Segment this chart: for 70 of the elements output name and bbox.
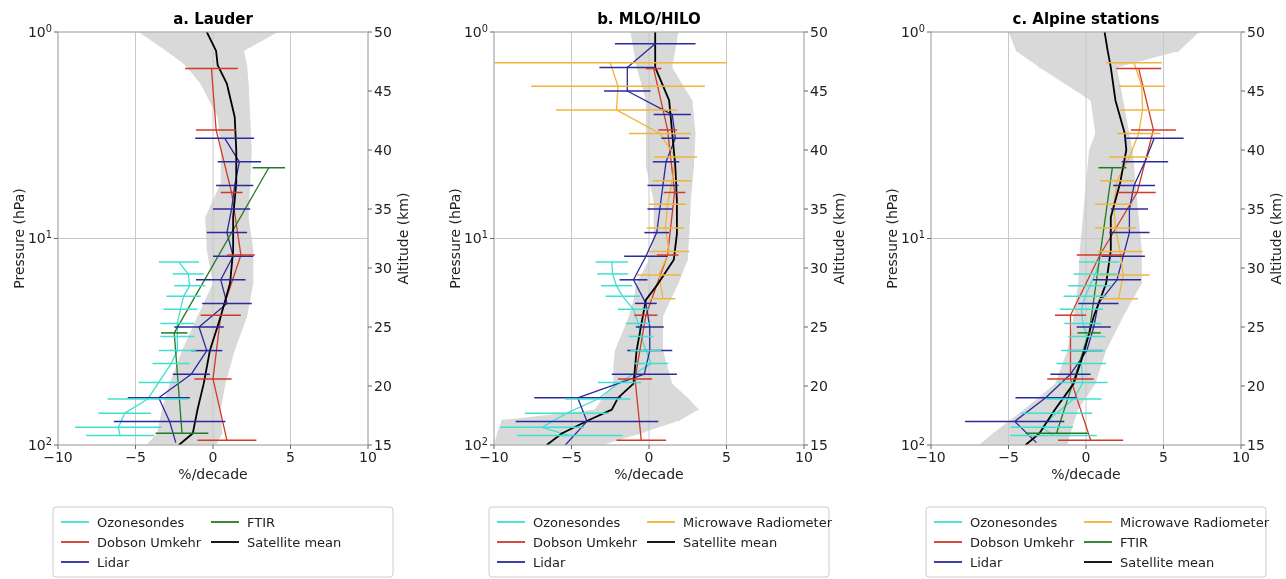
legend-label: Lidar [97, 554, 131, 570]
x-tick-label: 10 [1232, 449, 1250, 465]
legend-label: Dobson Umkehr [970, 534, 1075, 550]
x-axis-title: %/decade [614, 466, 684, 482]
x-tick-label: 0 [208, 449, 218, 465]
y2-tick-label: 40 [810, 141, 828, 158]
y-tick-label: 10$^{1}$ [463, 228, 488, 247]
y2-tick-label: 20 [810, 377, 828, 394]
legend-label: Satellite mean [1120, 554, 1215, 570]
y2-tick-label: 20 [374, 377, 392, 394]
y2-tick-label: 15 [374, 436, 392, 453]
x-tick-label: −5 [998, 449, 1019, 465]
x-tick-label: 0 [1081, 449, 1091, 465]
x-tick-label: 10 [359, 449, 377, 465]
x-axis-title: %/decade [1051, 466, 1121, 482]
y2-tick-label: 20 [1247, 377, 1265, 394]
y2-axis-title: Altitude (km) [1268, 192, 1284, 285]
y2-tick-label: 30 [374, 259, 392, 276]
y2-tick-label: 40 [374, 141, 392, 158]
y2-tick-label: 50 [1247, 23, 1265, 40]
legend-label: Lidar [970, 554, 1004, 570]
y2-tick-label: 25 [810, 318, 828, 335]
y2-tick-label: 35 [1247, 200, 1265, 217]
y-axis-title: Pressure (hPa) [884, 188, 900, 289]
y2-tick-label: 30 [810, 259, 828, 276]
legend-label: Microwave Radiometer [1120, 514, 1270, 530]
y-tick-label: 10$^{0}$ [27, 22, 52, 40]
y2-tick-label: 50 [374, 23, 392, 40]
y2-axis-title: Altitude (km) [395, 192, 411, 285]
chart-title: b. MLO/HILO [597, 10, 701, 28]
y2-tick-label: 45 [810, 82, 828, 99]
legend-label: Dobson Umkehr [97, 534, 202, 550]
x-tick-label: 10 [795, 449, 813, 465]
legend-label: Satellite mean [683, 534, 778, 550]
y2-axis-title: Altitude (km) [831, 192, 847, 285]
y2-tick-label: 35 [374, 200, 392, 217]
legend-label: Ozonesondes [533, 514, 621, 530]
x-tick-label: −5 [561, 449, 582, 465]
legend-label: Lidar [533, 554, 567, 570]
y2-tick-label: 40 [1247, 141, 1265, 158]
y2-tick-label: 15 [1247, 436, 1265, 453]
legend-label: Microwave Radiometer [683, 514, 833, 530]
y2-tick-label: 25 [374, 318, 392, 335]
x-tick-label: 0 [644, 449, 654, 465]
legend-label: Ozonesondes [970, 514, 1058, 530]
y2-tick-label: 50 [810, 23, 828, 40]
y2-tick-label: 45 [1247, 82, 1265, 99]
x-tick-label: 5 [286, 449, 295, 465]
y2-tick-label: 25 [1247, 318, 1265, 335]
legend-label: FTIR [1120, 534, 1149, 550]
y-tick-label: 10$^{1}$ [900, 228, 925, 247]
y2-tick-label: 35 [810, 200, 828, 217]
x-tick-label: 5 [1159, 449, 1168, 465]
chart-title: c. Alpine stations [1012, 10, 1160, 28]
chart-title: a. Lauder [173, 10, 254, 28]
legend-label: Satellite mean [247, 534, 342, 550]
legend-label: Dobson Umkehr [533, 534, 638, 550]
y2-tick-label: 45 [374, 82, 392, 99]
y2-tick-label: 30 [1247, 259, 1265, 276]
x-tick-label: 5 [722, 449, 731, 465]
y-tick-label: 10$^{1}$ [27, 228, 52, 247]
y-tick-label: 10$^{0}$ [900, 22, 925, 40]
y2-tick-label: 15 [810, 436, 828, 453]
x-tick-label: −5 [125, 449, 146, 465]
legend-label: FTIR [247, 514, 276, 530]
y-axis-title: Pressure (hPa) [11, 188, 27, 289]
legend-label: Ozonesondes [97, 514, 185, 530]
x-axis-title: %/decade [178, 466, 248, 482]
y-axis-title: Pressure (hPa) [447, 188, 463, 289]
y-tick-label: 10$^{0}$ [463, 22, 488, 40]
